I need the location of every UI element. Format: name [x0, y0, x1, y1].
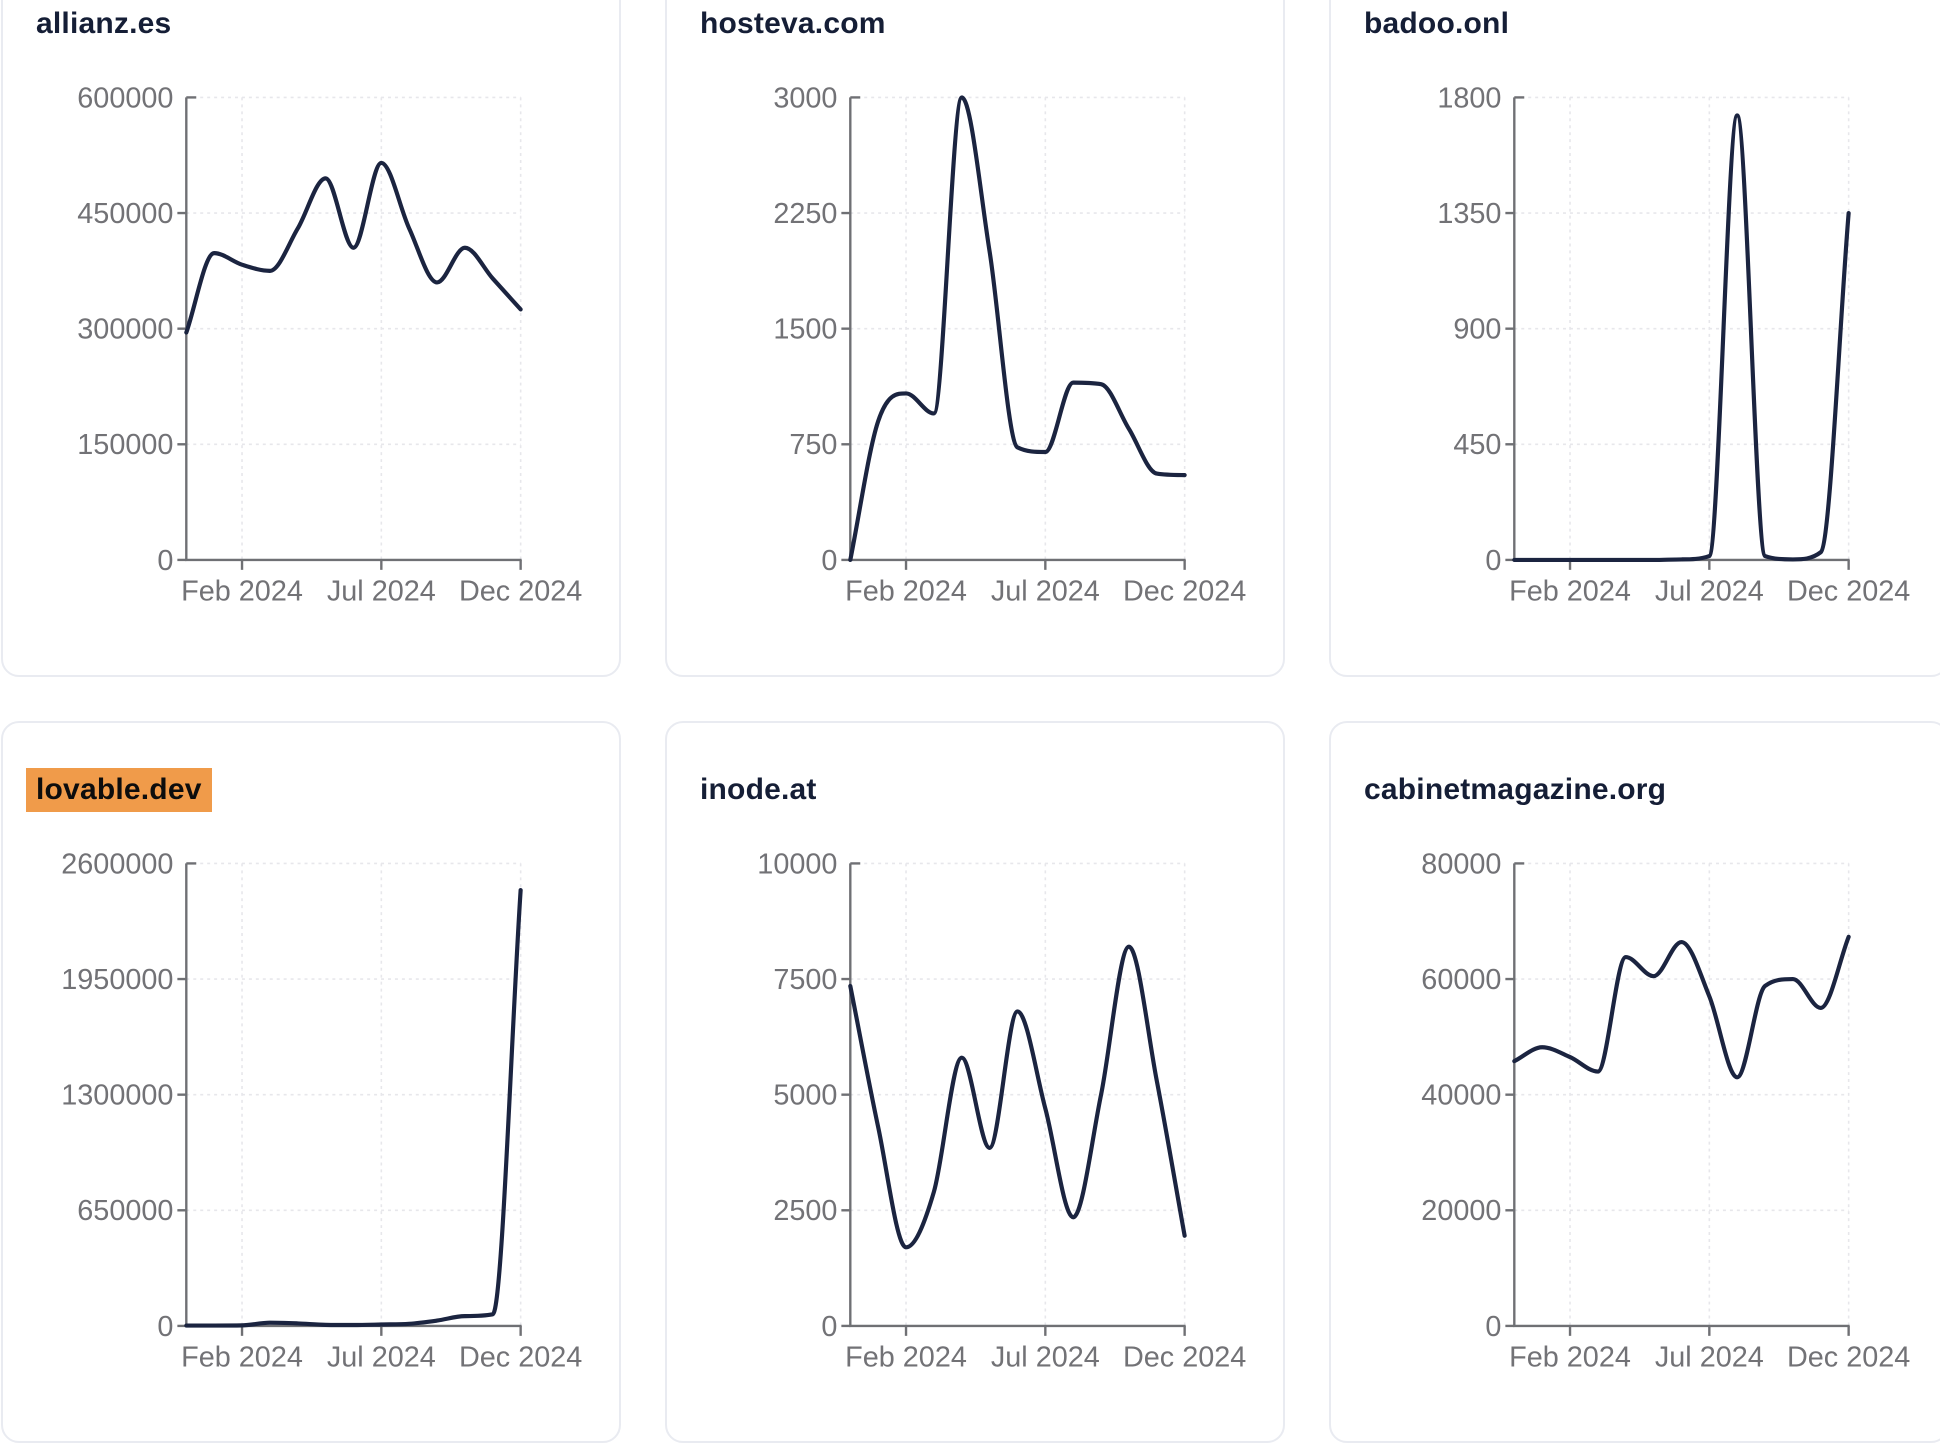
x-tick-label: Feb 2024 — [845, 1342, 967, 1374]
y-tick-label: 450000 — [77, 198, 173, 230]
line-chart-svg: 0 450 900 1350 1800 Feb 2024 Jul 2024 Dec 2024 — [1437, 82, 1910, 608]
y-tick-label: 0 — [157, 545, 173, 577]
y-tick-label: 60000 — [1421, 964, 1501, 996]
line-chart-svg: 0 20000 40000 60000 80000 Feb 2024 Jul 2024 Dec… — [1421, 848, 1910, 1374]
y-tick-label: 20000 — [1421, 1195, 1501, 1227]
x-tick-label: Feb 2024 — [181, 1342, 303, 1374]
y-tick-label: 2250 — [773, 198, 837, 230]
y-tick-label: 3000 — [773, 82, 837, 114]
y-tick-label: 0 — [821, 1311, 837, 1343]
y-tick-label: 2500 — [773, 1195, 837, 1227]
y-tick-label: 0 — [821, 545, 837, 577]
x-tick-label: Jul 2024 — [1655, 1342, 1764, 1374]
y-tick-label: 300000 — [77, 314, 173, 346]
line-chart-svg: 0 750 1500 2250 3000 Feb 2024 Jul 2024 Dec 2024 — [773, 82, 1246, 608]
chart-card-badoo-onl: badoo.onl 0 450 900 1350 1800 Feb 2024 Jul 202… — [1329, 0, 1940, 677]
series-line — [848, 95, 1187, 563]
x-tick-label: Dec 2024 — [1787, 1342, 1910, 1374]
x-tick-label: Feb 2024 — [1509, 576, 1631, 608]
y-tick-label: 7500 — [773, 964, 837, 996]
series-line — [184, 160, 523, 335]
chart-title: badoo.onl — [1364, 7, 1510, 40]
y-tick-label: 80000 — [1421, 848, 1501, 880]
chart-title: inode.at — [700, 773, 817, 806]
line-chart-svg: 0 650000 1300000 1950000 2600000 Feb 2024 Jul … — [61, 848, 582, 1374]
chart-card-allianz-es: allianz.es 0 150000 300000 450000 600000 Feb … — [1, 0, 621, 677]
x-tick-label: Dec 2024 — [459, 1342, 582, 1374]
line-chart-svg: 0 2500 5000 7500 10000 Feb 2024 Jul 2024 Dec 20… — [757, 848, 1246, 1374]
y-tick-label: 10000 — [757, 848, 837, 880]
series-line — [1512, 934, 1851, 1080]
x-tick-label: Jul 2024 — [991, 1342, 1100, 1374]
y-tick-label: 0 — [157, 1311, 173, 1343]
y-tick-label: 0 — [1485, 1311, 1501, 1343]
y-tick-label: 5000 — [773, 1080, 837, 1112]
y-tick-label: 750 — [789, 429, 837, 461]
x-tick-label: Jul 2024 — [327, 576, 436, 608]
y-tick-label: 900 — [1453, 314, 1501, 346]
chart-card-cabinetmagazine-org: cabinetmagazine.org 0 20000 40000 60000 8000… — [1329, 721, 1940, 1443]
chart-card-inode-at: inode.at 0 2500 5000 7500 10000 Feb 2024 Jul 2… — [665, 721, 1285, 1443]
y-tick-label: 1500 — [773, 314, 837, 346]
series-line — [848, 944, 1187, 1250]
chart-title: allianz.es — [36, 7, 172, 40]
y-tick-label: 1950000 — [61, 964, 173, 996]
y-tick-label: 1300000 — [61, 1080, 173, 1112]
x-tick-label: Feb 2024 — [181, 576, 303, 608]
y-tick-label: 650000 — [77, 1195, 173, 1227]
x-tick-label: Jul 2024 — [991, 576, 1100, 608]
x-tick-label: Feb 2024 — [845, 576, 967, 608]
y-tick-label: 0 — [1485, 545, 1501, 577]
y-tick-label: 450 — [1453, 429, 1501, 461]
chart-title-highlighted: lovable.dev — [26, 768, 212, 812]
x-tick-label: Feb 2024 — [1509, 1342, 1631, 1374]
chart-title: hosteva.com — [700, 7, 886, 40]
chart-card-lovable-dev: lovable.dev 0 650000 1300000 1950000 2600000… — [1, 721, 621, 1443]
y-tick-label: 40000 — [1421, 1080, 1501, 1112]
y-tick-label: 2600000 — [61, 848, 173, 880]
y-tick-label: 600000 — [77, 82, 173, 114]
x-tick-label: Dec 2024 — [1787, 576, 1910, 608]
x-tick-label: Jul 2024 — [1655, 576, 1764, 608]
chart-card-hosteva-com: hosteva.com 0 750 1500 2250 3000 Feb 2024 Jul … — [665, 0, 1285, 677]
y-tick-label: 1350 — [1437, 198, 1501, 230]
series-line — [1512, 113, 1851, 563]
y-tick-label: 1800 — [1437, 82, 1501, 114]
chart-title: cabinetmagazine.org — [1364, 773, 1667, 806]
x-tick-label: Dec 2024 — [1123, 576, 1246, 608]
x-tick-label: Dec 2024 — [459, 576, 582, 608]
y-tick-label: 150000 — [77, 429, 173, 461]
series-line — [184, 888, 523, 1328]
x-tick-label: Dec 2024 — [1123, 1342, 1246, 1374]
line-chart-svg: 0 150000 300000 450000 600000 Feb 2024 Jul 202… — [77, 82, 582, 608]
x-tick-label: Jul 2024 — [327, 1342, 436, 1374]
